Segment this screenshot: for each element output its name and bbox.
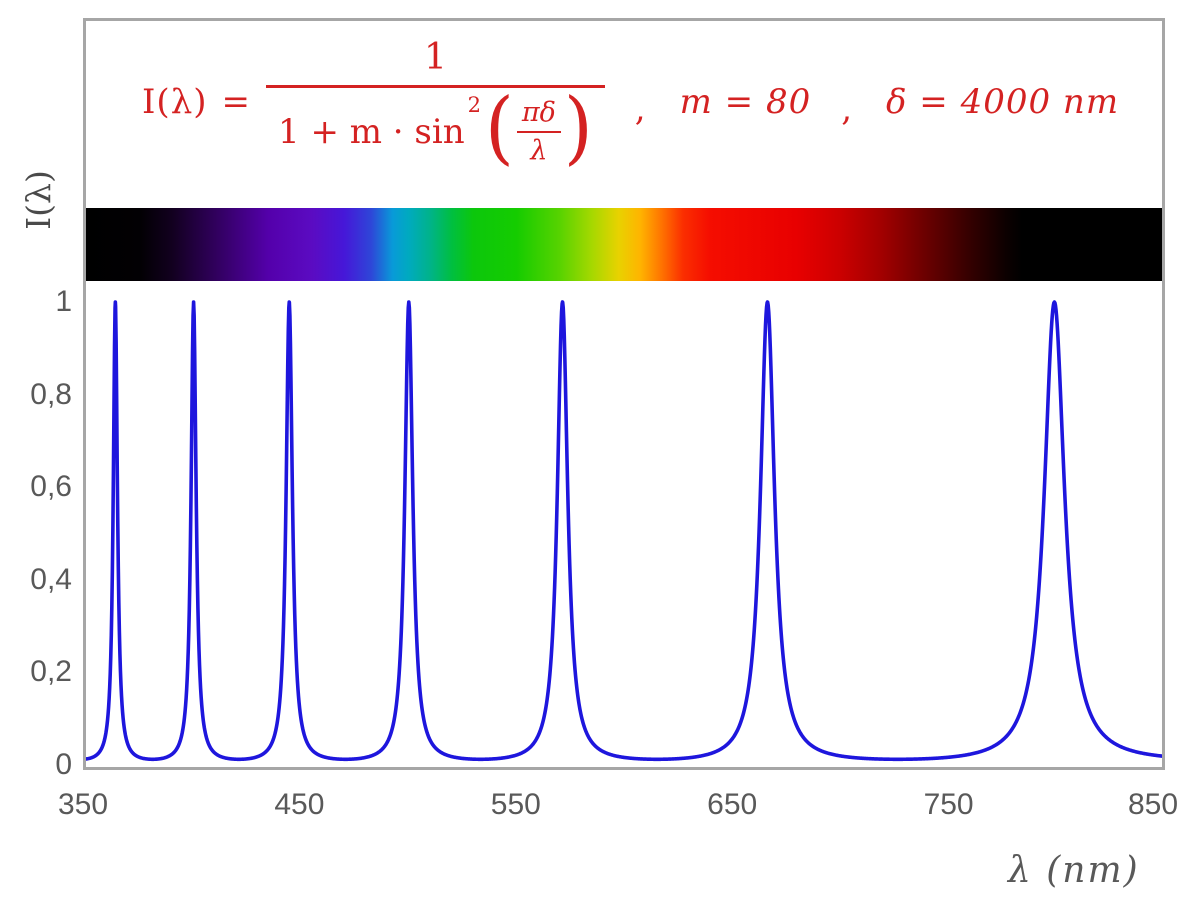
formula-denominator-text: 1 + m · sin	[278, 111, 465, 152]
y-tick-label: 0,4	[30, 562, 72, 596]
intensity-curve	[86, 300, 1162, 762]
formula: I(λ) = 1 1 + m · sin 2 ( πδ λ ) , m = 80…	[142, 37, 1120, 175]
y-tick-label: 1	[55, 285, 72, 318]
plot-area: I(λ) = 1 1 + m · sin 2 ( πδ λ ) , m = 80…	[83, 18, 1165, 770]
x-tick-label: 650	[707, 788, 758, 821]
y-tick-label: 0,2	[30, 655, 72, 689]
formula-denominator: 1 + m · sin 2 ( πδ λ )	[266, 81, 605, 175]
open-paren: (	[485, 81, 514, 175]
formula-comma-1: ,	[634, 88, 646, 129]
x-tick-label: 350	[57, 788, 109, 821]
inner-denominator: λ	[530, 135, 548, 166]
formula-exponent: 2	[467, 93, 482, 117]
formula-fraction: 1 1 + m · sin 2 ( πδ λ )	[266, 37, 605, 175]
y-tick-label: 0,8	[30, 377, 72, 411]
param-delta: δ = 4000 nm	[886, 81, 1120, 122]
x-tick-label: 850	[1127, 788, 1179, 821]
y-axis-title: I(λ)	[18, 170, 58, 230]
spectrum-bar	[86, 208, 1162, 281]
formula-lhs: I(λ)	[142, 81, 208, 122]
x-axis-title: λ (nm)	[1008, 850, 1140, 891]
inner-fraction: πδ λ	[516, 97, 561, 166]
intensity-curve-path	[86, 300, 1162, 762]
param-m: m = 80	[679, 81, 812, 122]
x-tick-label: 450	[274, 788, 325, 821]
y-tick-label: 0	[55, 748, 72, 781]
formula-numerator: 1	[423, 37, 447, 78]
y-tick-label: 0,6	[30, 470, 72, 504]
x-tick-label: 750	[923, 788, 974, 821]
x-tick-label: 550	[490, 788, 541, 821]
close-paren: )	[563, 81, 593, 175]
formula-equals: =	[221, 81, 251, 122]
inner-numerator: πδ	[516, 97, 561, 133]
formula-comma-2: ,	[841, 88, 853, 129]
